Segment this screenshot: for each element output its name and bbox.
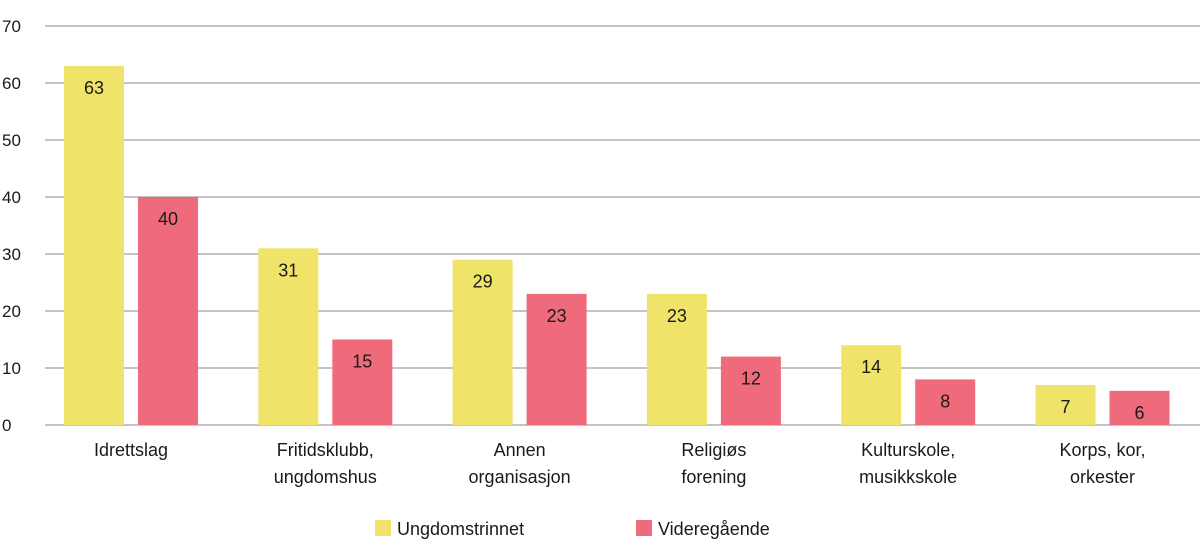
data-label: 14 [861, 357, 881, 377]
data-labels: 63 40 31 15 29 23 23 12 14 8 7 6 [84, 78, 1145, 423]
legend-swatch [375, 520, 391, 536]
legend-swatch [636, 520, 652, 536]
bar-videregaende [332, 339, 393, 425]
bar-ungdomstrinnet [1035, 385, 1096, 425]
bar-videregaende [138, 197, 198, 425]
bar-ungdomstrinnet [646, 293, 707, 425]
y-tick-label: 60 [2, 74, 21, 93]
legend-label: Ungdomstrinnet [397, 519, 524, 539]
bar-videregaende [720, 356, 781, 425]
data-label: 40 [158, 209, 178, 229]
bar-ungdomstrinnet [452, 259, 513, 425]
x-category-label: Idrettslag [94, 440, 168, 460]
data-label: 63 [84, 78, 104, 98]
y-tick-label: 70 [2, 17, 21, 36]
y-tick-label: 10 [2, 359, 21, 378]
bar-videregaende [1109, 390, 1170, 425]
bars [64, 65, 1170, 426]
data-label: 29 [473, 272, 493, 292]
bar-videregaende [526, 293, 587, 425]
data-label: 15 [352, 352, 372, 372]
x-category-label: Korps, kor, orkester [1059, 440, 1145, 487]
y-tick-label: 20 [2, 302, 21, 321]
data-label: 6 [1134, 403, 1144, 423]
data-label: 23 [667, 306, 687, 326]
y-tick-label: 0 [2, 416, 11, 435]
x-category-label: Annen organisasjon [469, 440, 571, 487]
data-label: 8 [940, 391, 950, 411]
x-axis: Idrettslag Fritidsklubb, ungdomshus Annen or… [94, 440, 1146, 487]
y-tick-label: 40 [2, 188, 21, 207]
legend: Ungdomstrinnet Videregående [375, 519, 770, 539]
bar-ungdomstrinnet [64, 65, 124, 426]
x-category-label: Kulturskole, musikkskole [859, 440, 957, 487]
bar-videregaende [915, 379, 976, 425]
x-category-label: Fritidsklubb, ungdomshus [274, 440, 377, 487]
bar-ungdomstrinnet [258, 248, 319, 425]
data-label: 7 [1060, 397, 1070, 417]
y-axis: 0 10 20 30 40 50 60 70 [2, 17, 21, 435]
data-label: 12 [741, 369, 761, 389]
y-tick-label: 50 [2, 131, 21, 150]
gridlines [45, 25, 1200, 426]
y-tick-label: 30 [2, 245, 21, 264]
bar-ungdomstrinnet [841, 345, 902, 425]
data-label: 23 [547, 306, 567, 326]
x-category-label: Religiøs forening [681, 440, 746, 487]
legend-label: Videregående [658, 519, 770, 539]
data-label: 31 [278, 260, 298, 280]
